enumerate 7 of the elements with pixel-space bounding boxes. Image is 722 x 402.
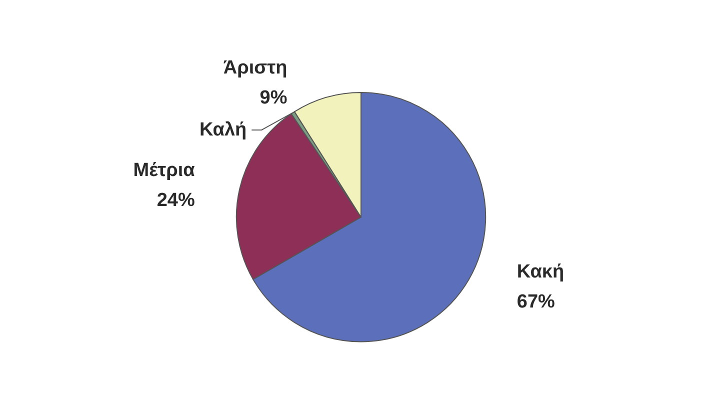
data-label: 67% bbox=[516, 291, 556, 312]
slice-label: Κακή bbox=[516, 261, 564, 282]
data-label: 24% bbox=[156, 190, 195, 212]
slice-label: Καλή bbox=[199, 119, 247, 140]
slice-label: Μέτρια bbox=[133, 160, 196, 182]
data-label: 9% bbox=[260, 87, 288, 108]
slice-label: Άριστη bbox=[223, 57, 288, 78]
